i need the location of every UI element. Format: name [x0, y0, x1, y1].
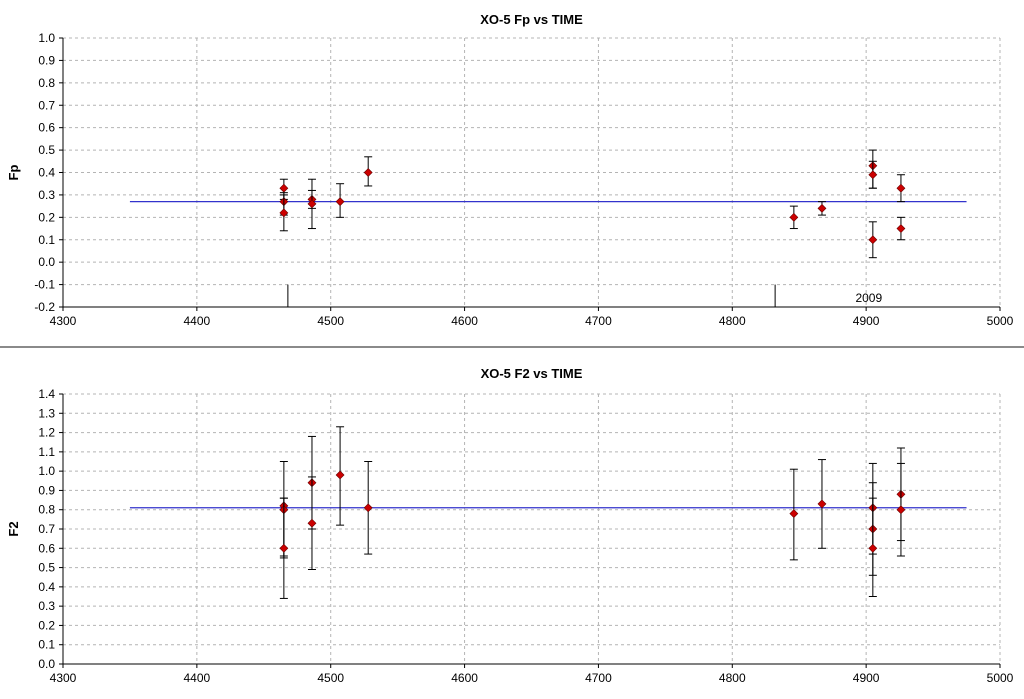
data-marker — [279, 543, 289, 553]
data-marker — [789, 509, 799, 518]
chart-title: XO-5 Fp vs TIME — [480, 12, 583, 27]
x-tick-label: 4500 — [317, 314, 344, 328]
x-tick-label: 4700 — [585, 314, 612, 328]
y-tick-label: 0.6 — [38, 541, 55, 555]
data-marker — [896, 505, 906, 515]
y-tick-label: 0.8 — [38, 76, 55, 90]
x-tick-label: 4300 — [50, 671, 77, 685]
y-tick-label: 0.5 — [38, 561, 55, 575]
y-tick-label: 1.0 — [38, 464, 55, 478]
data-point — [363, 156, 373, 187]
x-tick-label: 4300 — [50, 314, 77, 328]
data-point — [896, 216, 906, 241]
x-tick-label: 4400 — [184, 314, 211, 328]
chart-f2-panel: XO-5 F2 vs TIME F2 0.0 0.1 0.2 0.3 0.4 0.5 0.6 0.… — [0, 350, 1024, 699]
x-tick-label: 4400 — [184, 671, 211, 685]
x-tick-label: 4900 — [853, 314, 880, 328]
y-tick-label: 0.3 — [38, 599, 55, 613]
data-point — [868, 497, 878, 597]
y-tick-label: 0.7 — [38, 522, 55, 536]
data-marker — [363, 168, 373, 177]
y-tick-label: 0.9 — [38, 483, 55, 497]
x-tick-label: 4600 — [451, 671, 478, 685]
data-point — [279, 194, 289, 232]
data-point — [363, 461, 373, 555]
data-marker — [868, 543, 878, 553]
data-point — [868, 221, 878, 259]
data-marker — [817, 203, 827, 213]
data-point — [335, 183, 345, 218]
data-marker — [868, 170, 878, 180]
year-annotation: 2009 — [855, 291, 882, 305]
y-axis-label: Fp — [6, 165, 21, 181]
x-tick-label: 4900 — [853, 671, 880, 685]
y-tick-label: 1.1 — [38, 445, 55, 459]
data-point — [817, 459, 827, 549]
y-axis-label: F2 — [6, 521, 21, 536]
y-tick-label: 1.0 — [38, 31, 55, 45]
chart-title: XO-5 F2 vs TIME — [481, 366, 583, 381]
chart-fp-panel: XO-5 Fp vs TIME Fp -0.2 -0.1 0.0 0.1 0.2 0.3 0.4… — [0, 0, 1024, 346]
y-tick-label: 0.4 — [38, 580, 55, 594]
data-point — [307, 189, 317, 230]
y-tick-label: 0.6 — [38, 121, 55, 135]
data-point — [896, 174, 906, 203]
data-point — [307, 476, 317, 570]
data-point — [279, 497, 289, 599]
data-marker — [868, 235, 878, 245]
data-point — [335, 426, 345, 526]
data-point — [817, 201, 827, 216]
x-tick-label: 4600 — [451, 314, 478, 328]
data-marker — [789, 212, 799, 222]
panel-divider — [0, 346, 1024, 348]
data-point — [896, 462, 906, 557]
data-point — [789, 205, 799, 230]
y-tick-label: -0.1 — [34, 278, 55, 292]
y-tick-label: -0.2 — [34, 300, 55, 314]
y-tick-label: 0.1 — [38, 233, 55, 247]
data-marker — [896, 224, 906, 233]
y-tick-label: 0.1 — [38, 638, 55, 652]
y-tick-label: 1.3 — [38, 406, 55, 420]
x-tick-label: 4800 — [719, 314, 746, 328]
y-tick-label: 0.4 — [38, 166, 55, 180]
data-marker — [335, 197, 345, 207]
data-point — [868, 160, 878, 189]
x-tick-label: 4500 — [317, 671, 344, 685]
y-tick-label: 0.9 — [38, 53, 55, 67]
y-tick-label: 1.2 — [38, 426, 55, 440]
data-marker — [335, 470, 345, 480]
y-tick-label: 0.2 — [38, 618, 55, 632]
chart-fp: XO-5 Fp vs TIME Fp -0.2 -0.1 0.0 0.1 0.2 0.3 0.4… — [6, 12, 1014, 328]
data-marker — [896, 183, 906, 193]
y-tick-label: 0.7 — [38, 98, 55, 112]
data-marker — [307, 518, 317, 528]
x-tick-label: 5000 — [987, 671, 1014, 685]
chart-f2: XO-5 F2 vs TIME F2 0.0 0.1 0.2 0.3 0.4 0.5 0.6 0.… — [6, 366, 1014, 685]
data-marker — [279, 208, 289, 218]
data-point — [789, 468, 799, 561]
x-tick-label: 4700 — [585, 671, 612, 685]
data-marker — [363, 503, 373, 513]
y-tick-label: 1.4 — [38, 387, 55, 401]
y-tick-label: 0.0 — [38, 657, 55, 671]
y-tick-label: 0.8 — [38, 503, 55, 517]
y-tick-label: 0.3 — [38, 188, 55, 202]
x-tick-label: 5000 — [987, 314, 1014, 328]
y-tick-label: 0.2 — [38, 210, 55, 224]
y-tick-label: 0.5 — [38, 143, 55, 157]
x-tick-label: 4800 — [719, 671, 746, 685]
y-tick-label: 0.0 — [38, 255, 55, 269]
data-marker — [817, 499, 827, 509]
data-marker — [307, 199, 317, 209]
